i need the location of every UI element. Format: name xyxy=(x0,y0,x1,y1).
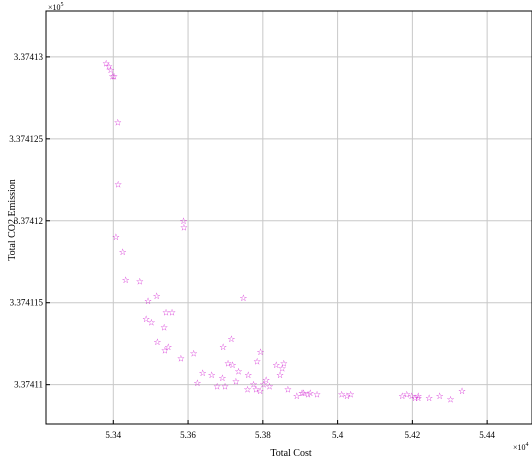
x-exponent-label: ×104 xyxy=(513,442,529,452)
y-tick-label: 3.374125 xyxy=(9,134,43,144)
plot-area-frame xyxy=(45,10,532,425)
data-point: ☆ xyxy=(119,248,127,258)
data-point: ☆ xyxy=(232,377,240,387)
data-points: ☆☆☆☆☆☆☆☆☆☆ ☆☆☆☆☆☆☆☆☆ ☆☆☆☆☆ ☆☆☆ ☆☆☆☆☆☆☆☆☆☆☆☆☆… xyxy=(102,59,466,405)
data-point: ☆ xyxy=(199,369,207,379)
data-point: ☆ xyxy=(221,382,229,392)
data-point: ☆ xyxy=(347,391,355,401)
data-point: ☆ xyxy=(266,382,274,392)
data-point: ☆ xyxy=(256,387,264,397)
data-point: ☆ xyxy=(224,359,232,369)
x-axis-ticks: 5.34 5.36 5.38 5.4 5.42 5.44 xyxy=(105,420,496,440)
data-point: ☆ xyxy=(122,276,130,286)
y-tick-label: 3.37413 xyxy=(14,52,44,62)
y-tick-label: 3.374115 xyxy=(10,298,44,308)
data-point: ☆ xyxy=(414,392,422,402)
x-tick-label: 5.44 xyxy=(479,430,495,440)
x-exponent-power: 4 xyxy=(526,442,529,448)
x-tick-label: 5.4 xyxy=(332,430,344,440)
data-point: ☆ xyxy=(257,348,265,358)
data-point: ☆ xyxy=(304,391,312,401)
data-point: ☆ xyxy=(411,394,419,404)
data-point: ☆ xyxy=(102,59,110,69)
data-point: ☆ xyxy=(227,335,235,345)
y-exponent-base: ×10 xyxy=(48,3,61,12)
data-point: ☆ xyxy=(398,392,406,402)
data-point: ☆ xyxy=(458,387,466,397)
x-tick-label: 5.34 xyxy=(105,430,121,440)
data-point: ☆ xyxy=(298,389,306,399)
data-point: ☆ xyxy=(243,386,251,396)
grid-lines xyxy=(46,11,532,424)
data-point: ☆ xyxy=(161,346,169,356)
data-point: ☆ xyxy=(193,379,201,389)
data-point: ☆ xyxy=(234,368,242,378)
data-point: ☆ xyxy=(306,389,314,399)
data-point: ☆ xyxy=(153,292,161,302)
data-point: ☆ xyxy=(249,381,257,391)
data-point: ☆ xyxy=(262,376,270,386)
data-point: ☆ xyxy=(414,394,422,404)
data-point: ☆ xyxy=(208,371,216,381)
y-tick-label: 3.37411 xyxy=(14,380,43,390)
data-point: ☆ xyxy=(105,63,113,73)
data-point: ☆ xyxy=(272,361,280,371)
data-point: ☆ xyxy=(218,374,226,384)
y-axis-ticks: 3.37411 3.374115 3.37412 3.374125 3.37413 xyxy=(9,52,50,390)
data-point: ☆ xyxy=(219,343,227,353)
data-point: ☆ xyxy=(293,392,301,402)
data-point: ☆ xyxy=(343,392,351,402)
x-exponent-base: ×10 xyxy=(513,443,526,452)
x-tick-label: 5.36 xyxy=(180,430,196,440)
data-point: ☆ xyxy=(177,354,185,364)
data-point: ☆ xyxy=(147,318,155,328)
data-point: ☆ xyxy=(153,338,161,348)
data-point: ☆ xyxy=(276,371,284,381)
data-point: ☆ xyxy=(446,395,454,405)
data-point: ☆ xyxy=(408,392,416,402)
data-point: ☆ xyxy=(403,391,411,401)
x-axis-label: Total Cost xyxy=(270,448,311,459)
data-point: ☆ xyxy=(144,297,152,307)
y-exponent-label: ×105 xyxy=(48,2,64,12)
data-point: ☆ xyxy=(168,309,176,319)
data-point: ☆ xyxy=(284,386,292,396)
data-point: ☆ xyxy=(425,394,433,404)
data-point: ☆ xyxy=(162,309,170,319)
data-point: ☆ xyxy=(229,361,237,371)
data-point: ☆ xyxy=(180,223,188,233)
data-point: ☆ xyxy=(190,350,198,360)
data-point: ☆ xyxy=(252,386,260,396)
data-point: ☆ xyxy=(239,294,247,304)
x-tick-label: 5.38 xyxy=(255,430,271,440)
data-point: ☆ xyxy=(300,389,308,399)
data-point: ☆ xyxy=(338,391,346,401)
data-point: ☆ xyxy=(244,371,252,381)
y-axis-label: Total CO2 Emission xyxy=(7,179,18,261)
data-point: ☆ xyxy=(260,381,268,391)
x-tick-label: 5.42 xyxy=(404,430,420,440)
data-point: ☆ xyxy=(110,73,118,83)
data-point: ☆ xyxy=(280,359,288,369)
data-point: ☆ xyxy=(253,358,261,368)
data-point: ☆ xyxy=(142,315,150,325)
data-point: ☆ xyxy=(114,181,122,191)
y-exponent-power: 5 xyxy=(61,2,64,8)
data-point: ☆ xyxy=(112,233,120,243)
data-point: ☆ xyxy=(436,392,444,402)
data-point: ☆ xyxy=(213,382,221,392)
data-point: ☆ xyxy=(278,364,286,374)
data-point: ☆ xyxy=(109,73,117,83)
data-point: ☆ xyxy=(164,343,172,353)
data-point: ☆ xyxy=(313,391,321,401)
data-point: ☆ xyxy=(136,277,144,287)
data-point: ☆ xyxy=(180,217,188,227)
data-point: ☆ xyxy=(114,118,122,128)
data-point: ☆ xyxy=(107,66,115,76)
data-point: ☆ xyxy=(160,323,168,333)
y-tick-label: 3.37412 xyxy=(14,216,43,226)
